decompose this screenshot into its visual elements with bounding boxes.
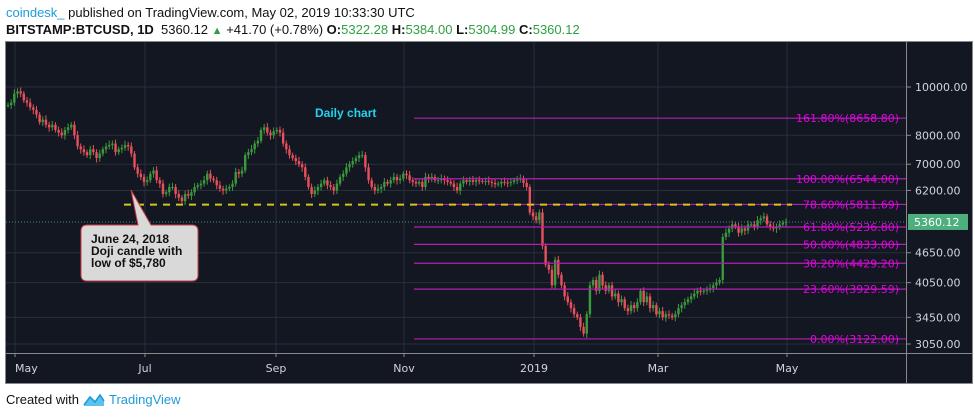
created-with-label: Created with	[6, 392, 79, 407]
fib-label: 23.60%(3929.59)	[803, 283, 899, 296]
fib-label: 78.60%(5811.69)	[803, 198, 899, 211]
price-tick-label: 4050.00	[915, 277, 961, 290]
close-value: 5360.12	[532, 22, 580, 37]
price-tick-label: 6200.00	[915, 184, 961, 197]
fibonacci-levels[interactable]: 161.80%(8658.80) 100.00%(6544.00) 78.60%(5…	[414, 112, 906, 346]
tradingview-link[interactable]: TradingView	[108, 392, 181, 407]
close-label: C:	[519, 22, 533, 37]
low-value: 5304.99	[468, 22, 516, 37]
daily-chart-annotation: Daily chart	[315, 106, 376, 120]
high-value: 5384.00	[405, 22, 453, 37]
time-tick-label: May	[776, 362, 799, 375]
high-label: H:	[391, 22, 406, 37]
time-tick-label: Jul	[137, 362, 151, 375]
open-value: 5322.28	[341, 22, 389, 37]
time-tick-label: 2019	[520, 362, 548, 375]
fib-label: 161.80%(8658.80)	[796, 112, 899, 125]
chart-frame[interactable]: 161.80%(8658.80) 100.00%(6544.00) 78.60%(5…	[5, 41, 973, 384]
fib-label: 100.00%(6544.00)	[796, 173, 899, 186]
time-tick-label: May	[15, 362, 38, 375]
last-price: 5360.12	[161, 22, 209, 37]
footer: Created with TradingView	[6, 392, 181, 407]
publisher-name[interactable]: coindesk_	[6, 5, 65, 20]
price-change: +41.70 (+0.78%)	[226, 22, 324, 37]
symbol-name: BITSTAMP:BTCUSD, 1D	[6, 22, 154, 37]
open-label: O:	[326, 22, 342, 37]
time-tick-label: Nov	[393, 362, 415, 375]
fib-label: 61.80%(5236.80)	[803, 221, 899, 234]
price-tick-label: 3050.00	[915, 338, 961, 351]
price-tick-label: 10000.00	[915, 81, 968, 94]
current-price-label: 5360.12	[914, 216, 960, 229]
published-text: published on TradingView.com, May 02, 20…	[64, 5, 415, 20]
time-tick-label: Sep	[266, 362, 287, 375]
candlestick-chart[interactable]: 161.80%(8658.80) 100.00%(6544.00) 78.60%(5…	[6, 42, 972, 383]
publisher-line: coindesk_ published on TradingView.com, …	[6, 5, 415, 20]
symbol-line: BITSTAMP:BTCUSD, 1D 5360.12 ▲ +41.70 (+0…	[6, 22, 580, 37]
low-label: L:	[456, 22, 469, 37]
current-price-badge	[908, 213, 968, 230]
price-tick-label: 7000.00	[915, 158, 961, 171]
price-axis[interactable]: 10000.00 8000.00 7000.00 6200.00 4650.00 4050…	[906, 81, 968, 351]
up-triangle-icon: ▲	[211, 25, 223, 37]
callout-text-line: Doji candle with	[91, 244, 182, 258]
fib-label: 50.00%(4833.00)	[803, 238, 899, 251]
candles	[6, 87, 788, 338]
price-tick-label: 3450.00	[915, 311, 961, 324]
callout-text-line: June 24, 2018	[91, 232, 169, 246]
tradingview-logo-icon	[83, 393, 105, 406]
price-tick-label: 8000.00	[915, 129, 961, 142]
fib-label: 0.00%(3122.00)	[810, 333, 899, 346]
callout-text-line: low of $5,780	[91, 256, 166, 270]
time-tick-label: Mar	[648, 362, 669, 375]
time-axis[interactable]: May Jul Sep Nov 2019 Mar May	[14, 353, 799, 375]
price-tick-label: 4650.00	[915, 247, 961, 260]
fib-label: 38.20%(4429.20)	[803, 257, 899, 270]
